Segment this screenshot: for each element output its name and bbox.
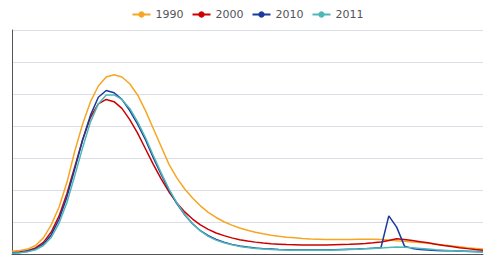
svg-text:2010: 2010 xyxy=(276,8,304,21)
svg-text:2011: 2011 xyxy=(335,8,363,21)
svg-text:1990: 1990 xyxy=(156,8,184,21)
svg-text:2000: 2000 xyxy=(216,8,244,21)
